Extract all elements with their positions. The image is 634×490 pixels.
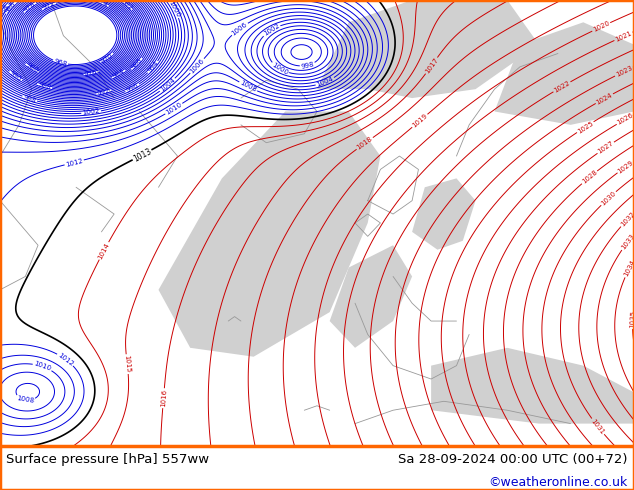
Text: 1033: 1033 — [620, 233, 634, 251]
Text: 984: 984 — [112, 69, 126, 80]
Text: 1004: 1004 — [158, 77, 176, 93]
Text: 1002: 1002 — [82, 108, 100, 117]
Text: Surface pressure [hPa] 557ww: Surface pressure [hPa] 557ww — [6, 453, 209, 466]
Text: 1020: 1020 — [592, 20, 611, 33]
Text: 986: 986 — [4, 0, 17, 15]
Text: 970: 970 — [100, 52, 114, 65]
Text: 988: 988 — [0, 3, 10, 18]
Text: 1027: 1027 — [597, 140, 615, 155]
Text: 992: 992 — [96, 88, 111, 97]
Text: 996: 996 — [125, 82, 139, 94]
Text: 990: 990 — [8, 70, 23, 82]
Text: 1013: 1013 — [131, 147, 153, 163]
Text: 972: 972 — [41, 0, 56, 11]
Text: 988: 988 — [37, 81, 52, 91]
Text: 1016: 1016 — [160, 389, 167, 407]
Text: 1012: 1012 — [56, 352, 75, 367]
Text: 1025: 1025 — [576, 120, 594, 134]
Text: 1002: 1002 — [262, 23, 281, 37]
Text: 994: 994 — [146, 60, 160, 74]
Text: 1014: 1014 — [97, 242, 111, 260]
Polygon shape — [158, 112, 380, 357]
Text: 1023: 1023 — [614, 65, 633, 78]
Polygon shape — [495, 22, 634, 125]
Text: 1010: 1010 — [165, 101, 183, 116]
Text: 998: 998 — [301, 61, 314, 70]
Text: 1032: 1032 — [619, 211, 634, 228]
Text: Sa 28-09-2024 00:00 UTC (00+72): Sa 28-09-2024 00:00 UTC (00+72) — [398, 453, 628, 466]
Text: 976: 976 — [84, 69, 98, 78]
Text: 986: 986 — [130, 57, 144, 71]
Polygon shape — [317, 0, 539, 98]
Text: 1017: 1017 — [424, 56, 439, 74]
Text: 1012: 1012 — [65, 157, 84, 168]
Text: 980: 980 — [25, 62, 39, 74]
Text: 1026: 1026 — [616, 112, 634, 126]
Text: 1008: 1008 — [16, 395, 35, 404]
Text: 1028: 1028 — [581, 169, 598, 185]
Text: 1000: 1000 — [271, 62, 289, 76]
Text: 1006: 1006 — [231, 21, 249, 37]
Text: 998: 998 — [22, 94, 37, 104]
Text: 1018: 1018 — [356, 136, 374, 151]
Text: 1019: 1019 — [411, 113, 429, 129]
Text: 1034: 1034 — [623, 259, 634, 278]
Text: 1004: 1004 — [316, 76, 335, 88]
Text: 978: 978 — [23, 0, 37, 14]
Text: 1021: 1021 — [614, 30, 633, 43]
Text: 1015: 1015 — [124, 355, 131, 373]
Text: 1029: 1029 — [616, 159, 634, 174]
Polygon shape — [431, 348, 634, 423]
Text: 1031: 1031 — [590, 417, 605, 436]
Polygon shape — [412, 178, 476, 250]
Text: 982: 982 — [119, 0, 134, 11]
Text: 1022: 1022 — [553, 80, 571, 94]
Text: 1006: 1006 — [189, 57, 205, 74]
Text: 1024: 1024 — [595, 92, 614, 105]
Text: 1030: 1030 — [600, 190, 617, 207]
Text: 974: 974 — [94, 0, 109, 8]
Text: 1010: 1010 — [33, 361, 52, 372]
Text: 1008: 1008 — [238, 80, 257, 94]
Polygon shape — [330, 245, 412, 348]
Text: 1000: 1000 — [167, 0, 181, 18]
Text: 968: 968 — [53, 58, 68, 67]
Text: ©weatheronline.co.uk: ©weatheronline.co.uk — [488, 476, 628, 489]
Text: 1035: 1035 — [629, 310, 634, 328]
